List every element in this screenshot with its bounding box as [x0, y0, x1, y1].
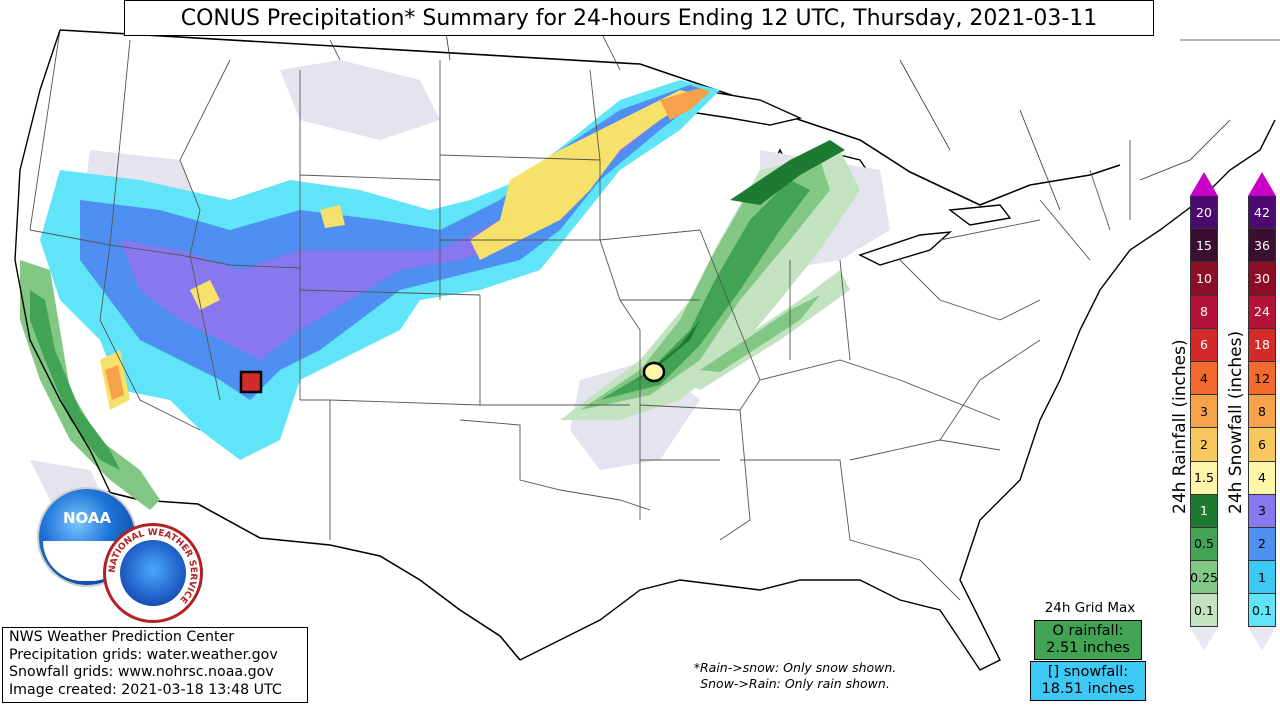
nws-logo-globe — [120, 540, 186, 606]
rainfall-legend-level: 6 — [1190, 328, 1218, 362]
grid-max-snowfall-label: [] snowfall: — [1047, 664, 1129, 680]
snowfall-legend-level: 30 — [1248, 262, 1276, 296]
rainfall-legend-level: 8 — [1190, 295, 1218, 329]
note-line-1: *Rain->snow: Only snow shown. — [693, 660, 897, 675]
rain-snow-note: *Rain->snow: Only snow shown. Snow->Rain… — [620, 660, 970, 692]
snowfall-legend-level: 12 — [1248, 361, 1276, 396]
snowfall-legend-level: 3 — [1248, 494, 1276, 528]
credit-line-2: Precipitation grids: water.weather.gov — [9, 646, 278, 663]
credit-line-4: Image created: 2021-03-18 13:48 UTC — [9, 681, 282, 698]
nws-logo-text: NATIONAL WEATHER SERVICE — [108, 528, 198, 605]
credits-box: NWS Weather Prediction Center Precipitat… — [2, 627, 308, 703]
state-borders — [29, 29, 1131, 601]
snowfall-legend-level: 4 — [1248, 461, 1276, 495]
nws-logo-ring: NATIONAL WEATHER SERVICE — [108, 528, 198, 605]
west-coast-rain — [20, 260, 160, 510]
snowfall-legend-level: 0.1 — [1248, 594, 1276, 628]
us-canada-border — [59, 29, 1121, 206]
grid-max-rainfall-value: 2.51 inches — [1046, 640, 1130, 656]
coastline — [14, 29, 1276, 671]
grid-max-rainfall-label: O rainfall: — [1052, 623, 1124, 639]
grid-max-snowfall-box: [] snowfall: 18.51 inches — [1030, 661, 1146, 701]
snowfall-legend-level: 2 — [1248, 527, 1276, 562]
credit-line-3: Snowfall grids: www.nohrsc.noaa.gov — [9, 664, 274, 681]
rainfall-legend-level: 15 — [1190, 229, 1218, 263]
lake-erie — [858, 231, 953, 266]
snowfall-legend-level: 18 — [1248, 328, 1276, 362]
rainfall-legend-top-arrow — [1190, 172, 1218, 196]
rainfall-max-marker — [642, 361, 666, 383]
canada-lines — [329, 24, 1280, 211]
credit-line-1: NWS Weather Prediction Center — [9, 629, 235, 645]
grid-max-title: 24h Grid Max — [1044, 600, 1136, 616]
grid-max-snowfall-value: 18.51 inches — [1041, 681, 1135, 697]
nws-logo: NATIONAL WEATHER SERVICE — [103, 523, 203, 623]
lake-ontario — [948, 204, 1012, 226]
snowfall-legend-level: 42 — [1248, 196, 1276, 230]
snowfall-max-marker — [239, 370, 263, 394]
rainfall-legend-label: 24h Rainfall (inches) — [1170, 339, 1190, 514]
snow-band — [40, 80, 720, 460]
snowfall-legend-label: 24h Snowfall (inches) — [1226, 330, 1246, 514]
noaa-logo-text: NOAA — [62, 509, 112, 527]
rainfall-legend-level: 0.1 — [1190, 594, 1218, 628]
grid-max-rainfall-box: O rainfall: 2.51 inches — [1034, 620, 1142, 660]
rainfall-legend-cells: 20 15 10 8 6 4 3 2 1.5 1 0.5 0.25 0.1 — [1190, 196, 1218, 628]
rainfall-legend-level: 10 — [1190, 262, 1218, 296]
snowfall-legend: 42 36 30 24 18 12 8 6 4 3 2 1 0.1 — [1248, 172, 1276, 652]
rainfall-legend-bottom-arrow — [1190, 627, 1218, 652]
rainfall-legend-level: 0.5 — [1190, 527, 1218, 562]
snowfall-legend-bottom-arrow — [1248, 627, 1276, 652]
snowfall-legend-cells: 42 36 30 24 18 12 8 6 4 3 2 1 0.1 — [1248, 196, 1276, 628]
map-title: CONUS Precipitation* Summary for 24-hour… — [124, 0, 1154, 36]
rainfall-legend: 20 15 10 8 6 4 3 2 1.5 1 0.5 0.25 0.1 — [1190, 172, 1218, 652]
rainfall-legend-level: 0.25 — [1190, 561, 1218, 595]
snowfall-legend-level: 8 — [1248, 395, 1276, 429]
map-title-text: CONUS Precipitation* Summary for 24-hour… — [180, 5, 1098, 31]
country-borders — [59, 29, 1121, 661]
rainfall-legend-level: 2 — [1190, 428, 1218, 462]
snowfall-legend-level: 1 — [1248, 561, 1276, 595]
rainfall-legend-level: 1.5 — [1190, 461, 1218, 495]
svg-text:NATIONAL WEATHER SERVICE: NATIONAL WEATHER SERVICE — [108, 528, 198, 605]
snowfall-legend-level: 6 — [1248, 428, 1276, 462]
rainfall-legend-level: 1 — [1190, 494, 1218, 528]
rainfall-legend-level: 3 — [1190, 395, 1218, 429]
rainfall-legend-level: 20 — [1190, 196, 1218, 230]
snowfall-legend-level: 24 — [1248, 295, 1276, 329]
rainfall-legend-level: 4 — [1190, 361, 1218, 396]
snowfall-legend-top-arrow — [1248, 172, 1276, 196]
note-line-2: Snow->Rain: Only rain shown. — [700, 676, 890, 691]
rain-band — [560, 140, 860, 420]
us-mexico-border — [107, 491, 521, 661]
snowfall-legend-level: 36 — [1248, 229, 1276, 263]
